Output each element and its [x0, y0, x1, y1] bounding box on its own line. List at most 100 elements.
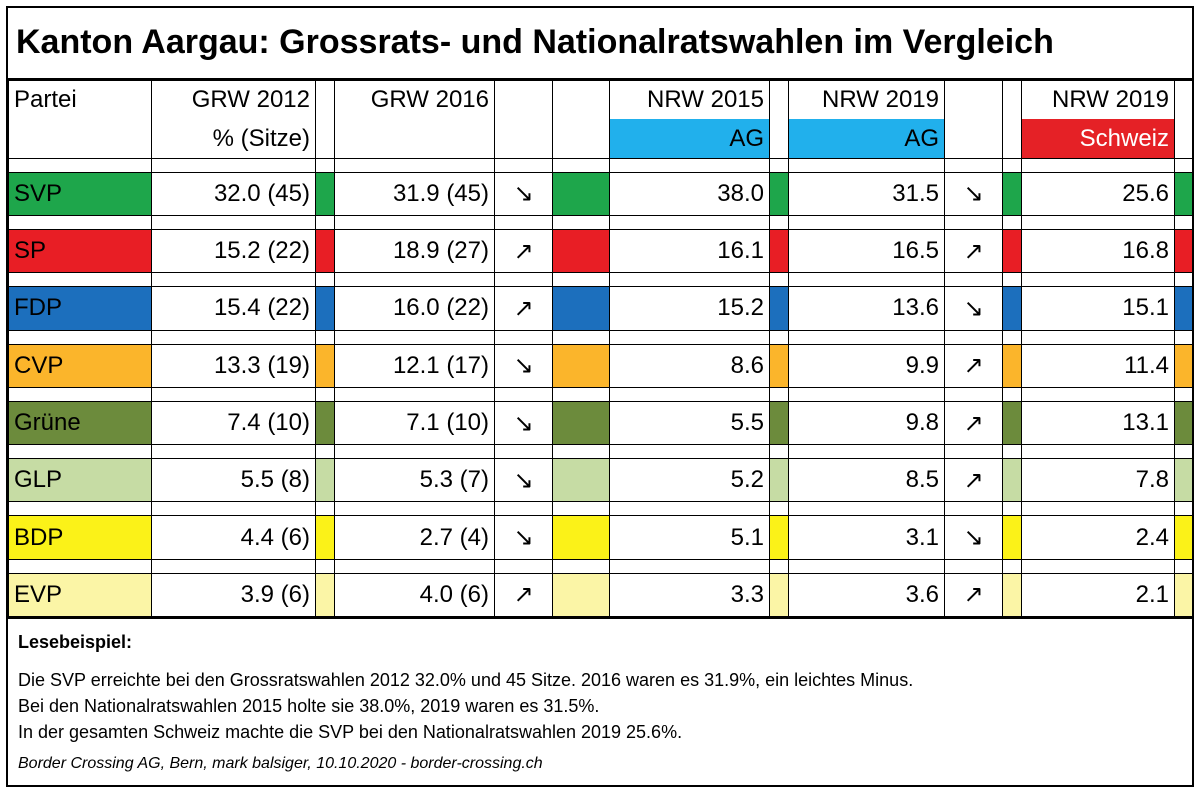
party-color-swatch — [769, 572, 789, 618]
spacer-cell — [334, 157, 495, 173]
party-color-swatch — [552, 458, 610, 503]
spacer-cell — [788, 444, 945, 460]
nrw2019-ch-value: 11.4 — [1021, 343, 1175, 388]
spacer-cell — [494, 501, 553, 517]
party-color-swatch — [1174, 458, 1193, 503]
spacer-cell — [1174, 157, 1193, 173]
spacer-cell — [1002, 272, 1022, 288]
spacer-cell — [609, 386, 770, 402]
header-spacer — [1002, 80, 1022, 120]
header-spacer — [334, 119, 495, 159]
spacer-cell — [1002, 157, 1022, 173]
spacer-cell — [788, 558, 945, 574]
trend-grw-arrow-icon: ↘ — [494, 171, 553, 217]
trend-nrw-arrow-icon: ↗ — [944, 400, 1003, 446]
grw2012-value: 3.9 (6) — [151, 572, 316, 618]
header-grw2016: GRW 2016 — [334, 80, 495, 120]
party-color-swatch — [1002, 229, 1022, 274]
page-title: Kanton Aargau: Grossrats- und Nationalra… — [8, 8, 1192, 80]
header-row-1: Partei GRW 2012 GRW 2016 NRW 2015 NRW 20… — [8, 80, 1193, 120]
spacer-cell — [8, 444, 152, 460]
reading-example-line: Bei den Nationalratswahlen 2015 holte si… — [18, 696, 600, 716]
party-color-swatch — [552, 286, 610, 331]
nrw2015-value: 5.5 — [609, 400, 770, 446]
header-spacer — [1002, 119, 1022, 159]
election-comparison-sheet: Kanton Aargau: Grossrats- und Nationalra… — [6, 6, 1194, 787]
spacer-cell — [1174, 444, 1193, 460]
spacer-cell — [151, 329, 316, 345]
party-color-swatch — [315, 572, 335, 618]
nrw2015-value: 38.0 — [609, 171, 770, 217]
spacer-cell — [494, 444, 553, 460]
spacer-cell — [552, 272, 610, 288]
spacer-cell — [1021, 386, 1175, 402]
grw2016-value: 16.0 (22) — [334, 286, 495, 331]
header-spacer — [315, 80, 335, 120]
spacer-cell — [151, 215, 316, 231]
spacer-cell — [334, 444, 495, 460]
trend-nrw-arrow-icon: ↗ — [944, 229, 1003, 274]
party-row: BDP 4.4 (6) 2.7 (4) ↘ 5.1 3.1 ↘ 2.4 — [8, 515, 1193, 560]
spacer-cell — [1002, 329, 1022, 345]
spacer-cell — [609, 329, 770, 345]
trend-nrw-arrow-icon: ↘ — [944, 515, 1003, 560]
header-spacer — [8, 119, 152, 159]
party-color-swatch — [1002, 572, 1022, 618]
party-color-swatch — [1174, 171, 1193, 217]
nrw2015-value: 8.6 — [609, 343, 770, 388]
spacer-cell — [315, 272, 335, 288]
trend-nrw-arrow-icon: ↗ — [944, 343, 1003, 388]
spacer-cell — [944, 386, 1003, 402]
trend-nrw-arrow-icon: ↘ — [944, 286, 1003, 331]
spacer-cell — [151, 272, 316, 288]
spacer-row — [8, 501, 1193, 517]
spacer-cell — [334, 272, 495, 288]
spacer-cell — [151, 386, 316, 402]
spacer-cell — [1002, 558, 1022, 574]
spacer-cell — [315, 386, 335, 402]
nrw2019-ch-value: 7.8 — [1021, 458, 1175, 503]
spacer-cell — [494, 558, 553, 574]
party-color-swatch — [769, 343, 789, 388]
nrw2019-ag-value: 3.1 — [788, 515, 945, 560]
header-spacer — [552, 80, 610, 120]
spacer-cell — [944, 272, 1003, 288]
header-nrw2019-schweiz-badge: Schweiz — [1021, 119, 1175, 159]
spacer-row — [8, 558, 1193, 574]
grw2016-value: 18.9 (27) — [334, 229, 495, 274]
party-color-swatch — [1002, 515, 1022, 560]
party-color-swatch — [1174, 400, 1193, 446]
grw2012-value: 5.5 (8) — [151, 458, 316, 503]
spacer-cell — [944, 329, 1003, 345]
header-spacer — [769, 80, 789, 120]
header-spacer — [494, 119, 553, 159]
spacer-cell — [1002, 215, 1022, 231]
nrw2019-ch-value: 25.6 — [1021, 171, 1175, 217]
party-color-swatch — [1002, 171, 1022, 217]
spacer-cell — [788, 329, 945, 345]
grw2016-value: 2.7 (4) — [334, 515, 495, 560]
nrw2015-value: 5.2 — [609, 458, 770, 503]
party-row: CVP 13.3 (19) 12.1 (17) ↘ 8.6 9.9 ↗ 11.4 — [8, 343, 1193, 388]
spacer-cell — [609, 501, 770, 517]
header-partei: Partei — [8, 80, 152, 120]
nrw2015-value: 5.1 — [609, 515, 770, 560]
header-row-2: % (Sitze) AG AG Schweiz — [8, 119, 1193, 159]
nrw2019-ag-value: 9.9 — [788, 343, 945, 388]
spacer-cell — [552, 501, 610, 517]
trend-grw-arrow-icon: ↘ — [494, 400, 553, 446]
nrw2019-ag-value: 16.5 — [788, 229, 945, 274]
header-grw2012: GRW 2012 — [151, 80, 316, 120]
grw2012-value: 7.4 (10) — [151, 400, 316, 446]
reading-example-line: Die SVP erreichte bei den Grossratswahle… — [18, 670, 914, 690]
spacer-cell — [609, 444, 770, 460]
grw2016-value: 7.1 (10) — [334, 400, 495, 446]
reading-example: Lesebeispiel: Die SVP erreichte bei den … — [8, 617, 1192, 785]
spacer-cell — [8, 329, 152, 345]
spacer-cell — [334, 329, 495, 345]
party-color-swatch — [315, 343, 335, 388]
header-spacer — [552, 119, 610, 159]
spacer-cell — [944, 444, 1003, 460]
spacer-cell — [151, 501, 316, 517]
grw2016-value: 5.3 (7) — [334, 458, 495, 503]
